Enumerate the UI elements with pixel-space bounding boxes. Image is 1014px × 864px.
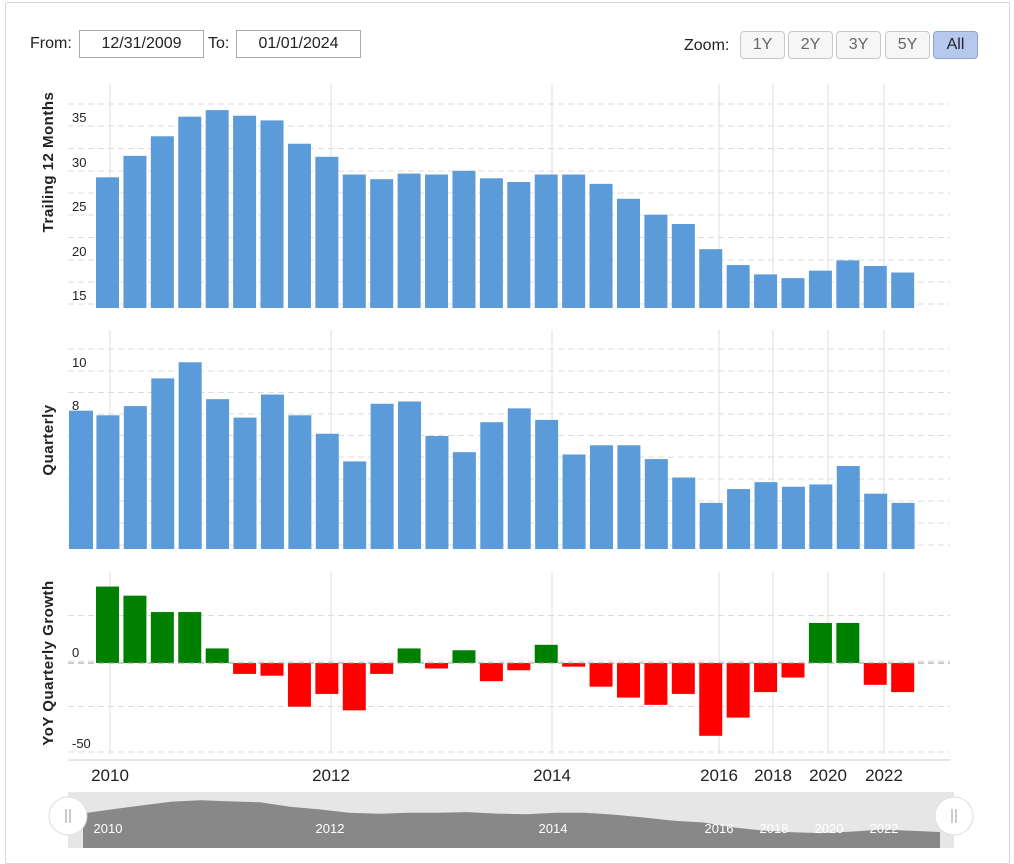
zoom-3y-button[interactable]: 3Y xyxy=(836,31,881,59)
zoom-1y-button[interactable]: 1Y xyxy=(740,31,785,59)
zoom-2y-button[interactable]: 2Y xyxy=(788,31,833,59)
from-date-input[interactable] xyxy=(79,30,204,58)
zoom-label: Zoom: xyxy=(684,37,730,54)
to-date-input[interactable] xyxy=(236,30,361,58)
zoom-all-button[interactable]: All xyxy=(933,31,978,59)
from-label: From: xyxy=(30,35,72,52)
to-label: To: xyxy=(208,35,230,52)
zoom-5y-button[interactable]: 5Y xyxy=(885,31,930,59)
chart-container xyxy=(5,2,1010,864)
